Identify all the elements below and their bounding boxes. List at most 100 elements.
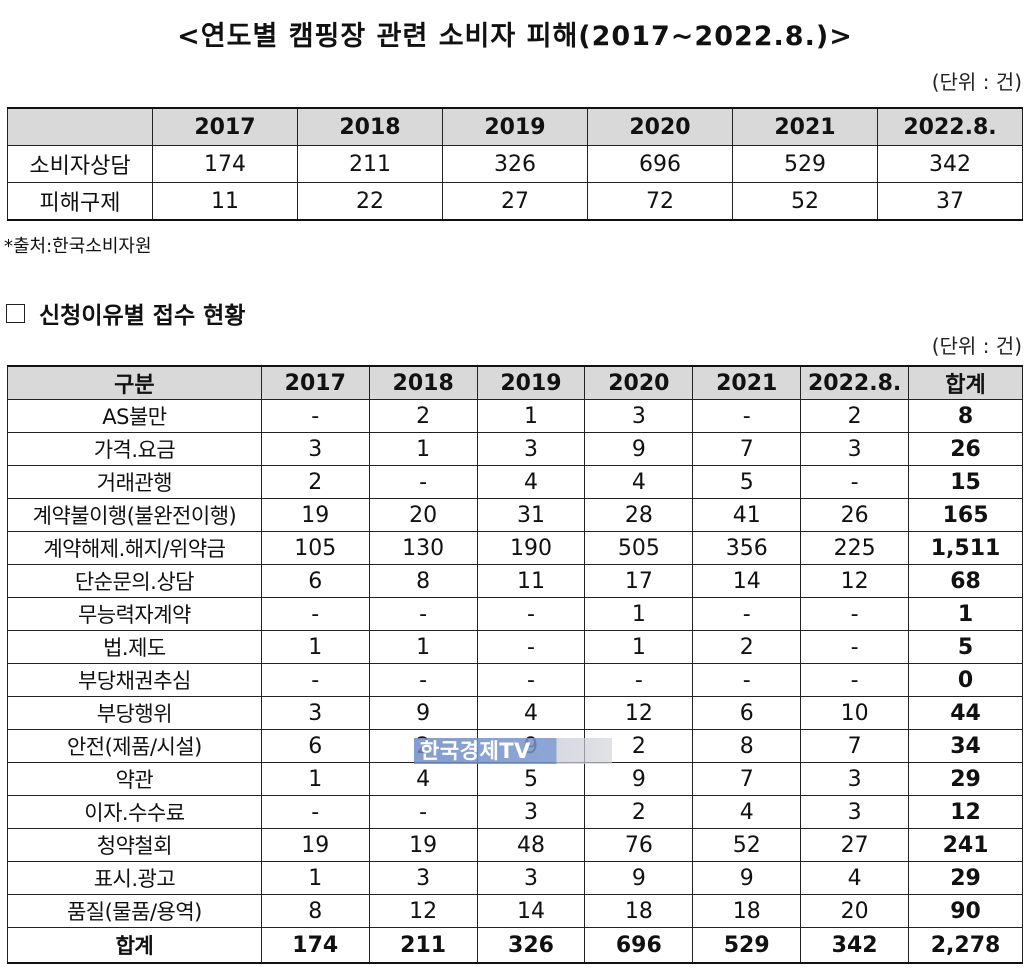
table-row: AS불만 -2 1 3-2 8 xyxy=(7,399,1023,433)
table-cell: - xyxy=(368,795,478,829)
table-cell: 2 xyxy=(800,399,910,433)
table-cell: 17 xyxy=(584,564,694,598)
table-cell: 3 xyxy=(800,795,910,829)
row-label: 단순문의.상담 xyxy=(7,564,262,598)
total-cell: 68 xyxy=(908,564,1023,598)
table-cell: 9 xyxy=(692,861,802,895)
table-cell: 174 xyxy=(260,927,370,964)
table-cell: 9 xyxy=(584,432,694,466)
table-cell: - xyxy=(368,597,478,631)
header-cell: 2017 xyxy=(152,107,298,146)
table-cell: - xyxy=(800,465,910,499)
table-cell: 3 xyxy=(260,696,370,730)
table-row: 가격.요금 3 1 3 9 7 3 26 xyxy=(7,432,1023,466)
table-cell: 19 xyxy=(368,828,478,862)
table-cell: 3 xyxy=(476,861,586,895)
table-cell: 20 xyxy=(800,894,910,928)
row-label: 안전(제품/시설) xyxy=(7,729,262,763)
table-cell: 326 xyxy=(476,927,586,964)
table-cell: 2 xyxy=(692,630,802,664)
table-cell: 12 xyxy=(584,696,694,730)
checkbox-square-icon xyxy=(6,303,25,323)
header-cell: 2020 xyxy=(584,365,694,400)
table-cell: 4 xyxy=(476,465,586,499)
table-cell: 52 xyxy=(732,182,878,221)
table-cell: 174 xyxy=(152,145,298,183)
reason-table: 구분 2017 2018 2019 2020 2021 2022.8. 합계 A… xyxy=(7,365,1023,964)
total-cell: 5 xyxy=(908,630,1023,664)
table-row: 법.제도 1 1-1 2-5 xyxy=(7,630,1023,664)
row-label: 가격.요금 xyxy=(7,432,262,466)
table-row: 계약해제.해지/위약금 105 130 190 505 356 225 1,511 xyxy=(7,531,1023,565)
row-label: 계약해제.해지/위약금 xyxy=(7,531,262,565)
table-cell: 14 xyxy=(476,894,586,928)
row-label: 이자.수수료 xyxy=(7,795,262,829)
table-cell: 2 xyxy=(584,795,694,829)
table-cell: 31 xyxy=(476,498,586,532)
total-cell: 165 xyxy=(908,498,1023,532)
total-cell: 1 xyxy=(908,597,1023,631)
table-cell: 9 xyxy=(368,696,478,730)
row-label: AS불만 xyxy=(7,399,262,433)
table-cell: - xyxy=(800,663,910,697)
yearly-damage-table: 2017 2018 2019 2020 2021 2022.8. 소비자상담 1… xyxy=(7,107,1023,221)
total-cell: 26 xyxy=(908,432,1023,466)
row-label: 청약철회 xyxy=(7,828,262,862)
total-cell: 29 xyxy=(908,861,1023,895)
table-cell: 41 xyxy=(692,498,802,532)
table-cell: 8 xyxy=(260,894,370,928)
table-row: 무능력자계약 - - -1- -1 xyxy=(7,597,1023,631)
unit-label-bottom: (단위 : 건) xyxy=(931,334,1022,358)
table-cell: 190 xyxy=(476,531,586,565)
row-label: 표시.광고 xyxy=(7,861,262,895)
header-cell: 2019 xyxy=(476,365,586,400)
header-cell: 2017 xyxy=(260,365,370,400)
table-cell: 1 xyxy=(584,597,694,631)
total-cell: 1,511 xyxy=(908,531,1023,565)
table-row: 단순문의.상담 6 8 11 17 14 12 68 xyxy=(7,564,1023,598)
table-row: 부당행위 3 9 4 12 6 10 44 xyxy=(7,696,1023,730)
table-cell: 9 xyxy=(584,861,694,895)
total-cell: 2,278 xyxy=(908,927,1023,964)
table-cell: 20 xyxy=(368,498,478,532)
table-cell: 6 xyxy=(260,564,370,598)
header-cell: 구분 xyxy=(7,365,262,400)
table-header-row: 2017 2018 2019 2020 2021 2022.8. xyxy=(7,107,1023,146)
unit-label-top: (단위 : 건) xyxy=(931,70,1022,94)
total-cell: 15 xyxy=(908,465,1023,499)
table-cell: 12 xyxy=(800,564,910,598)
header-cell: 2019 xyxy=(442,107,588,146)
table-cell: 52 xyxy=(692,828,802,862)
table-cell: 1 xyxy=(368,630,478,664)
table-cell: - xyxy=(692,663,802,697)
table-cell: 5 xyxy=(476,762,586,796)
header-cell xyxy=(7,107,153,146)
total-cell: 34 xyxy=(908,729,1023,763)
total-cell: 0 xyxy=(908,663,1023,697)
table-cell: 529 xyxy=(732,145,878,183)
table-cell: 130 xyxy=(368,531,478,565)
row-label: 약관 xyxy=(7,762,262,796)
page-title: <연도별 캠핑장 관련 소비자 피해(2017~2022.8.)> xyxy=(177,21,853,52)
table-cell: 5 xyxy=(692,465,802,499)
table-cell: 4 xyxy=(800,861,910,895)
header-cell: 2021 xyxy=(692,365,802,400)
table-cell: 27 xyxy=(442,182,588,221)
table-cell: 326 xyxy=(442,145,588,183)
row-label: 거래관행 xyxy=(7,465,262,499)
row-label: 소비자상담 xyxy=(7,145,153,183)
table-cell: 1 xyxy=(476,399,586,433)
table-cell: 7 xyxy=(692,762,802,796)
table-row: 청약철회 19 19 48 76 52 27 241 xyxy=(7,828,1023,862)
table-header-row: 구분 2017 2018 2019 2020 2021 2022.8. 합계 xyxy=(7,365,1023,400)
table-row: 표시.광고 1 3 3 9 9 4 29 xyxy=(7,861,1023,895)
table-cell: 19 xyxy=(260,498,370,532)
table-cell: 9 xyxy=(584,762,694,796)
table-cell: 8 xyxy=(692,729,802,763)
table-cell: 225 xyxy=(800,531,910,565)
watermark-logo: 한국경제TV xyxy=(414,738,612,764)
total-cell: 12 xyxy=(908,795,1023,829)
table-cell: - xyxy=(260,399,370,433)
table-cell: 2 xyxy=(260,465,370,499)
row-label: 품질(물품/용역) xyxy=(7,894,262,928)
